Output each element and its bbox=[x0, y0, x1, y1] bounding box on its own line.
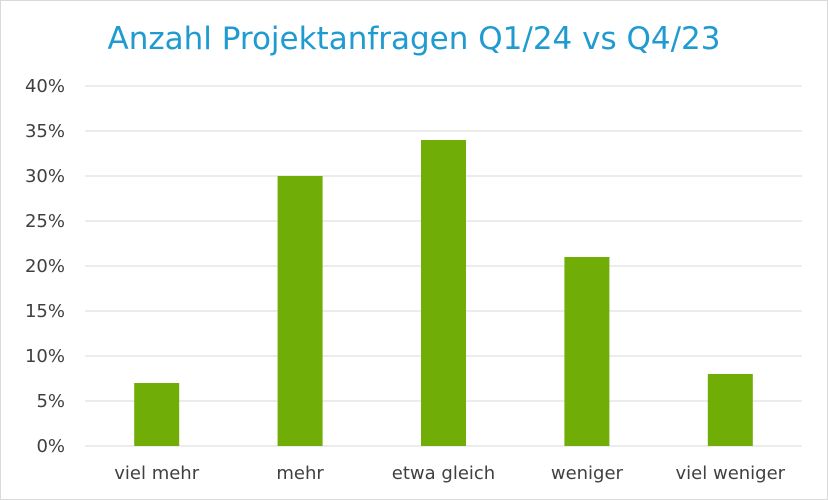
chart-title: Anzahl Projektanfragen Q1/24 vs Q4/23 bbox=[107, 21, 721, 57]
y-tick-label: 20% bbox=[25, 256, 65, 277]
y-tick-label: 5% bbox=[36, 391, 65, 412]
y-tick-label: 40% bbox=[25, 76, 65, 97]
bar-mehr bbox=[277, 176, 323, 446]
bar-viel-weniger bbox=[707, 374, 753, 446]
x-axis-categories: viel mehr mehr etwa gleich weniger viel weni… bbox=[114, 463, 785, 484]
y-tick-label: 30% bbox=[25, 166, 65, 187]
x-category-label: viel mehr bbox=[114, 463, 199, 484]
y-tick-label: 15% bbox=[25, 301, 65, 322]
bar-viel-mehr bbox=[134, 383, 180, 446]
bars bbox=[134, 140, 753, 446]
y-tick-label: 25% bbox=[25, 211, 65, 232]
y-tick-label: 35% bbox=[25, 121, 65, 142]
x-category-label: viel weniger bbox=[676, 463, 786, 484]
y-axis-ticks: 0% 5% 10% 15% 20% 25% 30% 35% 40% bbox=[25, 76, 65, 457]
bar-weniger bbox=[564, 257, 610, 446]
y-tick-label: 0% bbox=[36, 436, 65, 457]
x-category-label: mehr bbox=[276, 463, 324, 484]
y-tick-label: 10% bbox=[25, 346, 65, 367]
bar-etwa-gleich bbox=[421, 140, 466, 446]
x-category-label: weniger bbox=[551, 463, 624, 484]
x-category-label: etwa gleich bbox=[392, 463, 495, 484]
